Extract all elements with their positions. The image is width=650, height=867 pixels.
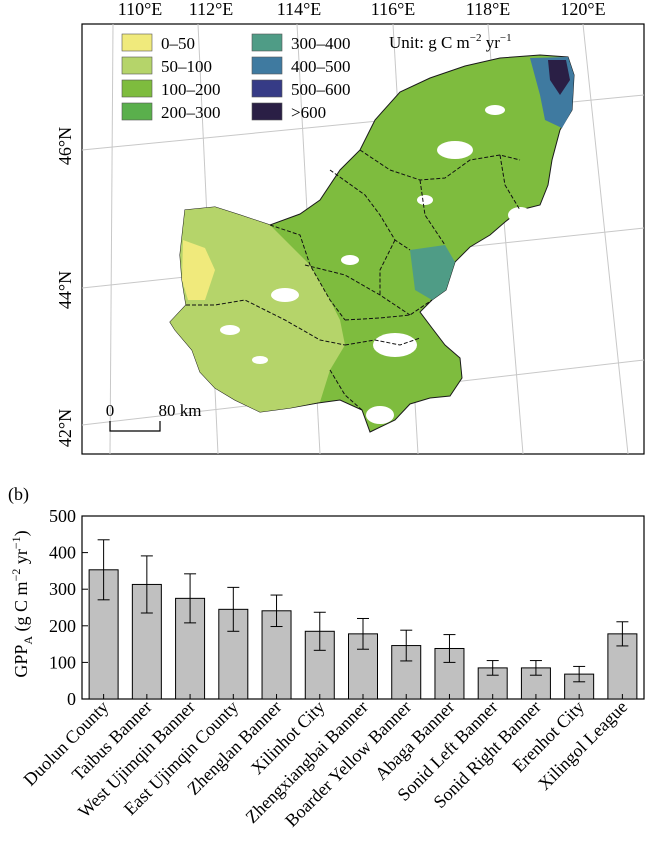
latitude-labels: 46°N 44°N 42°N	[55, 127, 75, 447]
legend-label: 50–100	[161, 57, 212, 76]
y-tick-label: 300	[49, 579, 76, 599]
y-axis-label: GPPA (g C m−2 yr−1)	[9, 530, 35, 677]
chart-panel: (b) GPPA (g C m−2 yr−1) 0 100 200 300 400 500…	[8, 484, 645, 831]
lon-label: 116°E	[371, 0, 416, 19]
no-data-patches	[220, 105, 532, 424]
legend-label: 500–600	[291, 80, 351, 99]
y-tick-label: 100	[49, 652, 76, 672]
xilingol-region	[169, 54, 575, 433]
y-axis: 0 100 200 300 400 500	[49, 506, 88, 709]
lon-label: 118°E	[466, 0, 511, 19]
lon-label: 112°E	[189, 0, 234, 19]
scale-zero: 0	[106, 401, 115, 420]
legend-swatch	[121, 56, 153, 75]
legend-label: 400–500	[291, 57, 351, 76]
region-darkest-fringe	[548, 60, 570, 95]
lon-label: 110°E	[118, 0, 163, 19]
longitude-labels: 110°E 112°E 114°E 116°E 118°E 120°E	[118, 0, 606, 19]
legend-label: 0–50	[161, 34, 195, 53]
graticule-line	[582, 23, 629, 455]
region-yellow-zone	[182, 240, 215, 300]
bar	[391, 645, 422, 700]
y-tick-label: 500	[49, 506, 76, 526]
bar	[434, 647, 465, 700]
legend-swatch	[251, 56, 283, 75]
bars	[88, 539, 638, 700]
legend-swatch	[121, 33, 153, 52]
legend-swatch	[251, 102, 283, 121]
legend-swatch	[251, 79, 283, 98]
scale-bar: 0 80 km	[106, 401, 202, 432]
panel-b-label: (b)	[8, 484, 29, 505]
legend-swatch	[251, 33, 283, 52]
map-legend: 0–50 50–100 100–200 200–300 300–400 400–500 50…	[121, 33, 351, 122]
y-tick-label: 200	[49, 616, 76, 636]
lat-label: 46°N	[55, 127, 75, 165]
scale-end: 80 km	[159, 401, 202, 420]
y-tick-label: 400	[49, 543, 76, 563]
legend-label: 200–300	[161, 103, 221, 122]
region-east-band	[410, 245, 455, 300]
lat-label: 44°N	[55, 271, 75, 309]
legend-swatch	[121, 102, 153, 121]
lat-label: 42°N	[55, 409, 75, 447]
map-panel: 110°E 112°E 114°E 116°E 118°E 120°E 46°N…	[55, 0, 645, 455]
county-boundaries	[186, 149, 521, 411]
lon-label: 120°E	[560, 0, 605, 19]
legend-label: >600	[291, 103, 326, 122]
y-tick-label: 0	[67, 689, 76, 709]
legend-label: 100–200	[161, 80, 221, 99]
region-light-zone	[170, 207, 345, 412]
legend-label: 300–400	[291, 34, 351, 53]
bar	[520, 667, 551, 700]
legend-swatch	[121, 79, 153, 98]
graticule-line	[109, 23, 114, 455]
unit-label: Unit: g C m−2 yr−1	[389, 32, 512, 52]
lon-label: 114°E	[277, 0, 322, 19]
scale-line	[109, 421, 161, 432]
